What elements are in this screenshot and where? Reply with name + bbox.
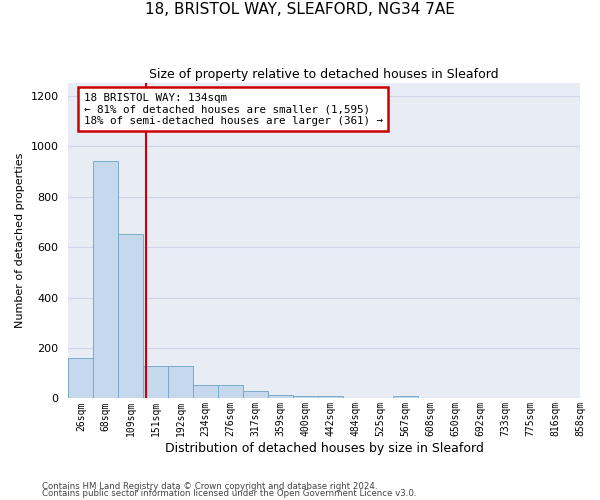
Text: Contains HM Land Registry data © Crown copyright and database right 2024.: Contains HM Land Registry data © Crown c…	[42, 482, 377, 491]
Bar	[168, 366, 193, 398]
Bar	[268, 394, 293, 398]
Bar	[393, 396, 418, 398]
Bar	[293, 396, 318, 398]
Text: 18, BRISTOL WAY, SLEAFORD, NG34 7AE: 18, BRISTOL WAY, SLEAFORD, NG34 7AE	[145, 2, 455, 18]
Bar	[218, 384, 243, 398]
Text: 18 BRISTOL WAY: 134sqm
← 81% of detached houses are smaller (1,595)
18% of semi-: 18 BRISTOL WAY: 134sqm ← 81% of detached…	[84, 92, 383, 126]
Bar	[243, 391, 268, 398]
X-axis label: Distribution of detached houses by size in Sleaford: Distribution of detached houses by size …	[165, 442, 484, 455]
Bar	[318, 396, 343, 398]
Bar	[143, 366, 168, 398]
Bar	[94, 162, 118, 398]
Title: Size of property relative to detached houses in Sleaford: Size of property relative to detached ho…	[149, 68, 499, 80]
Text: Contains public sector information licensed under the Open Government Licence v3: Contains public sector information licen…	[42, 490, 416, 498]
Bar	[68, 358, 94, 399]
Bar	[118, 234, 143, 398]
Y-axis label: Number of detached properties: Number of detached properties	[15, 153, 25, 328]
Bar	[193, 384, 218, 398]
